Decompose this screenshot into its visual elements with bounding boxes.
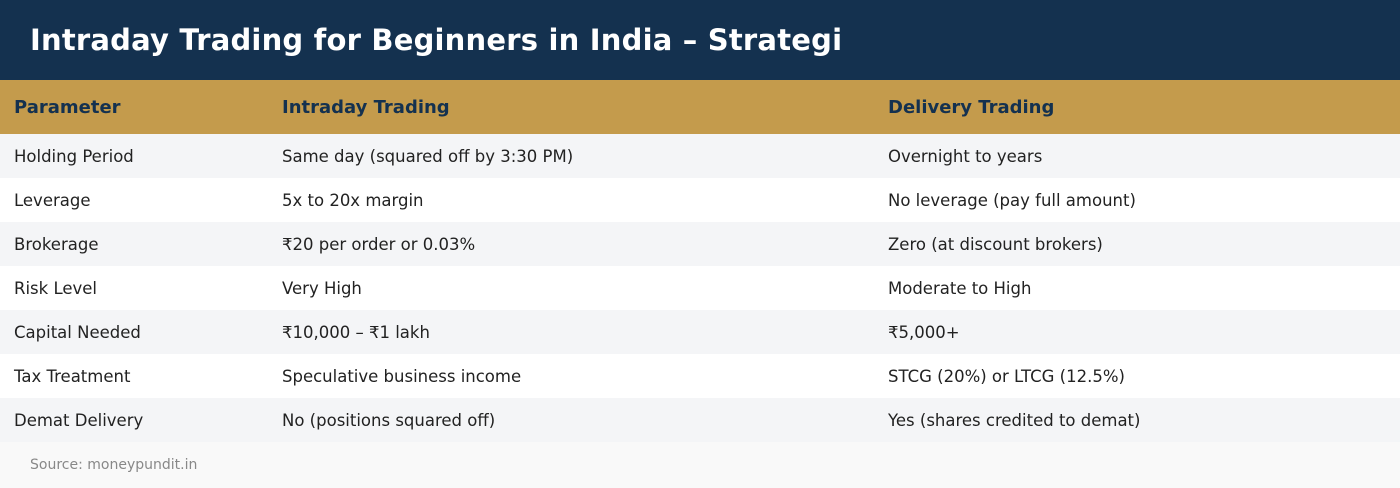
table-cell: ₹20 per order or 0.03% [282, 234, 476, 254]
table-row: Demat Delivery No (positions squared off… [0, 398, 1400, 442]
table-row: Risk Level Very High Moderate to High [0, 266, 1400, 310]
table-cell: Yes (shares credited to demat) [888, 410, 1141, 430]
table-cell: Moderate to High [888, 278, 1032, 298]
table-cell: Same day (squared off by 3:30 PM) [282, 146, 574, 166]
table-row: Tax Treatment Speculative business incom… [0, 354, 1400, 398]
column-header-parameter: Parameter [14, 96, 121, 118]
comparison-table: Parameter Intraday Trading Delivery Trad… [0, 80, 1400, 442]
page-title: Intraday Trading for Beginners in India … [30, 23, 843, 57]
table-cell: Holding Period [14, 146, 134, 166]
table-cell: Demat Delivery [14, 410, 144, 430]
table-row: Brokerage ₹20 per order or 0.03% Zero (a… [0, 222, 1400, 266]
table-cell: STCG (20%) or LTCG (12.5%) [888, 366, 1125, 386]
table-cell: 5x to 20x margin [282, 190, 424, 210]
table-cell: ₹5,000+ [888, 322, 960, 342]
table-cell: No (positions squared off) [282, 410, 496, 430]
source-note: Source: moneypundit.in [30, 457, 198, 473]
table-cell: Very High [282, 278, 362, 298]
table-cell: Risk Level [14, 278, 97, 298]
table-cell: Capital Needed [14, 322, 141, 342]
table-cell: No leverage (pay full amount) [888, 190, 1136, 210]
table-cell: ₹10,000 – ₹1 lakh [282, 322, 430, 342]
table-cell: Tax Treatment [14, 366, 131, 386]
table-cell: Brokerage [14, 234, 99, 254]
table-row: Capital Needed ₹10,000 – ₹1 lakh ₹5,000+ [0, 310, 1400, 354]
table-header-row: Parameter Intraday Trading Delivery Trad… [0, 80, 1400, 134]
table-cell: Overnight to years [888, 146, 1043, 166]
table-row: Holding Period Same day (squared off by … [0, 134, 1400, 178]
column-header-delivery: Delivery Trading [888, 96, 1055, 118]
table-cell: Speculative business income [282, 366, 522, 386]
column-header-intraday: Intraday Trading [282, 96, 450, 118]
table-row: Leverage 5x to 20x margin No leverage (p… [0, 178, 1400, 222]
table-cell: Leverage [14, 190, 91, 210]
title-bar: Intraday Trading for Beginners in India … [0, 0, 1400, 80]
table-cell: Zero (at discount brokers) [888, 234, 1103, 254]
